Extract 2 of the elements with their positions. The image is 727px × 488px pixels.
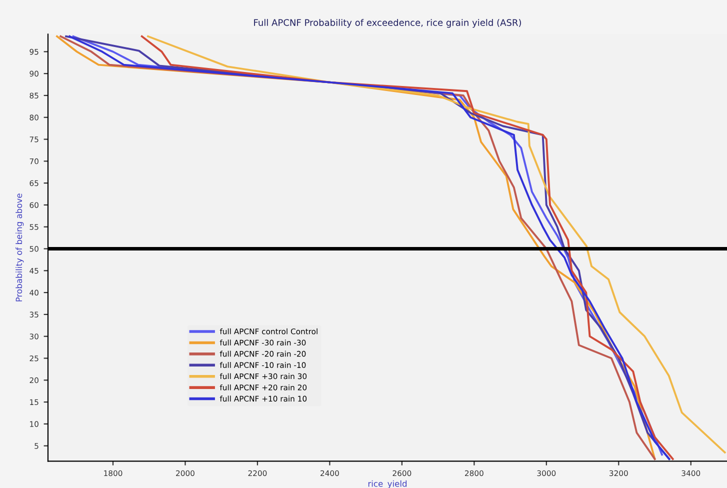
chart-title: Full APCNF Probability of exceedence, rice grain yield (ASR) <box>254 18 521 28</box>
y-axis-title: Probability of being above <box>16 194 24 302</box>
